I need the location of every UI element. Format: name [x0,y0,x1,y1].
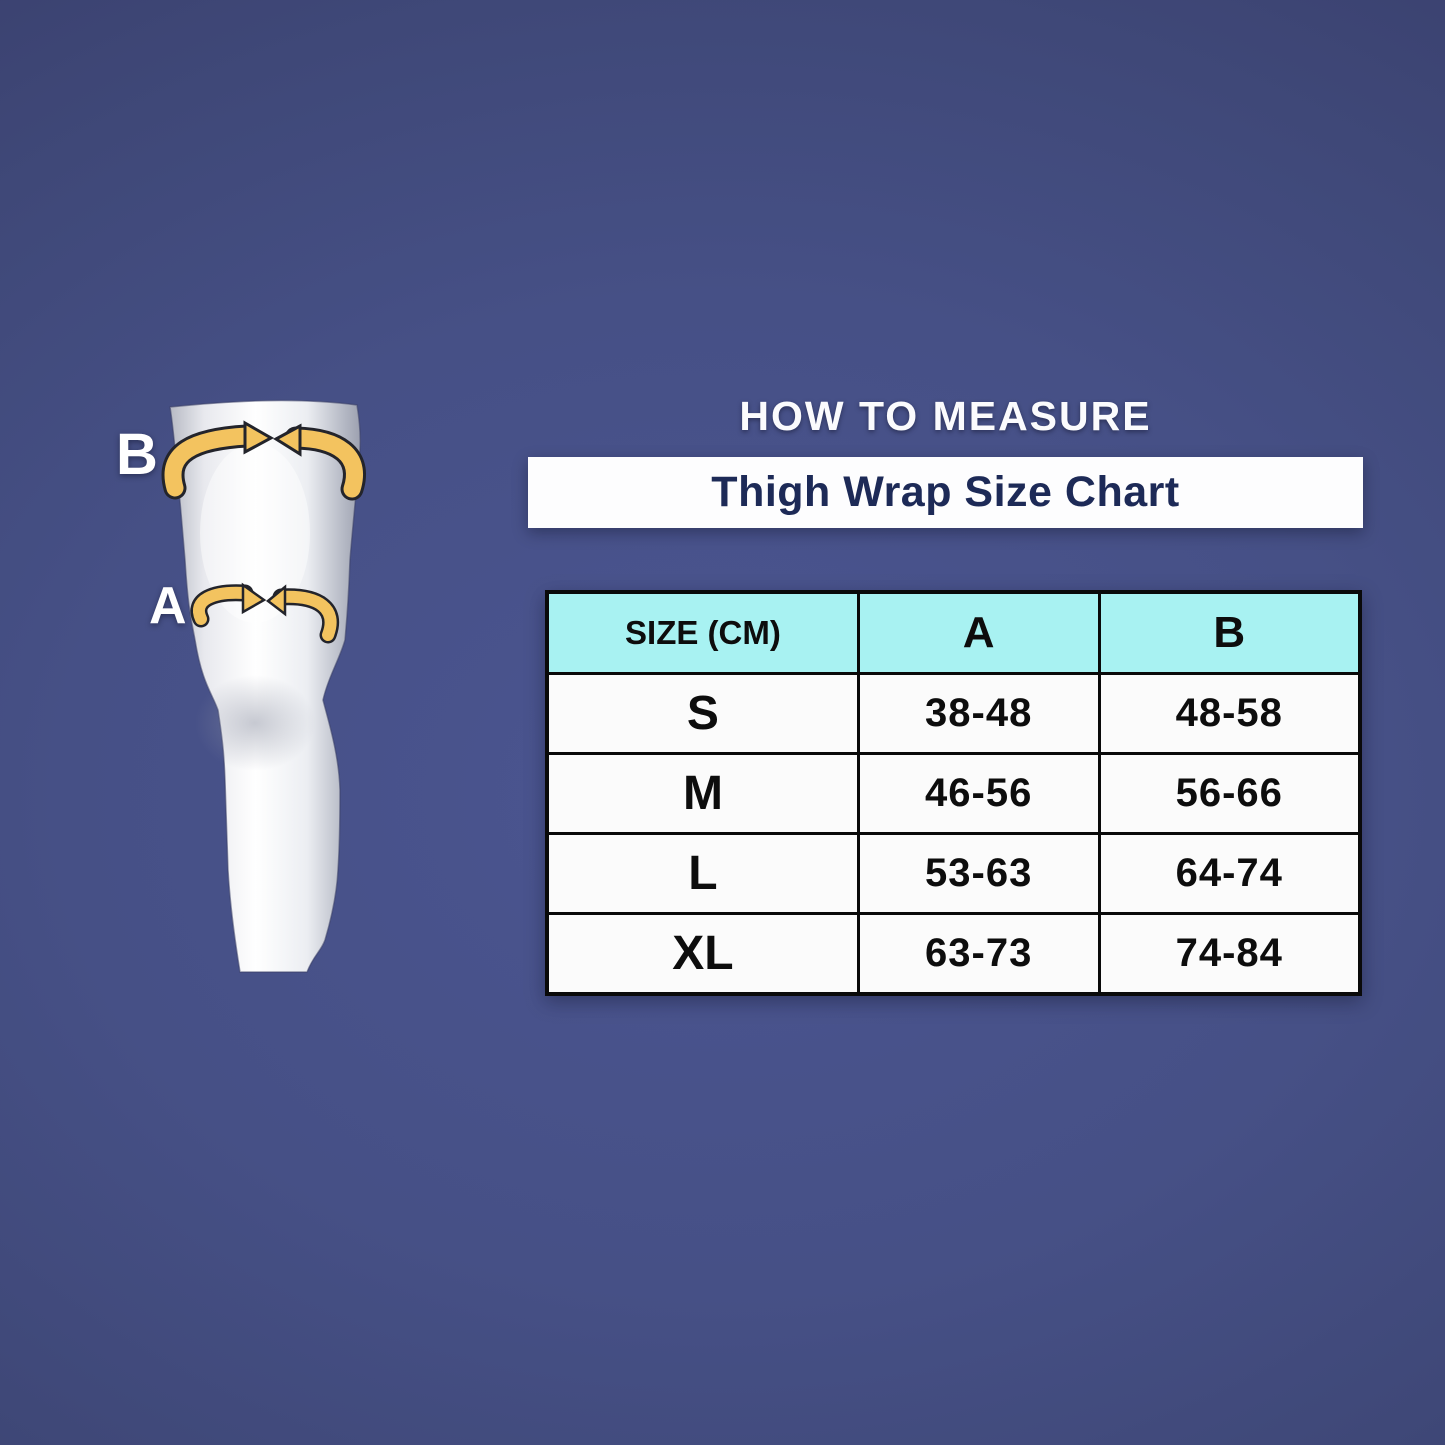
column-header-size: SIZE (CM) [545,590,860,675]
measurement-label-a: A [149,577,187,635]
chart-title-banner: Thigh Wrap Size Chart [528,457,1363,528]
measurement-label-b: B [116,422,158,487]
size-cell: M [545,752,860,835]
chart-title: Thigh Wrap Size Chart [711,468,1180,516]
b-cell: 74-84 [1097,912,1362,996]
table-row-xl: XL 63-73 74-84 [545,912,1362,996]
b-cell: 64-74 [1097,832,1362,915]
table-row-l: L 53-63 64-74 [545,832,1362,915]
a-cell: 63-73 [856,912,1101,996]
a-cell: 53-63 [856,832,1101,915]
knee-shading [195,675,315,771]
size-chart-table: SIZE (CM) A B S 38-48 48-58 M 46-56 56-6… [545,590,1362,996]
column-header-b: B [1097,590,1362,675]
a-cell: 46-56 [856,752,1101,835]
a-cell: 38-48 [856,672,1101,755]
column-header-a: A [856,590,1101,675]
measure-arrow-a-icon [190,582,340,644]
table-row-s: S 38-48 48-58 [545,672,1362,755]
measure-arrow-b-icon [161,420,366,501]
size-cell: S [545,672,860,755]
size-cell: L [545,832,860,915]
size-cell: XL [545,912,860,996]
page-title: HOW TO MEASURE [739,393,1152,439]
table-header-row: SIZE (CM) A B [545,590,1362,675]
b-cell: 56-66 [1097,752,1362,835]
b-cell: 48-58 [1097,672,1362,755]
table-row-m: M 46-56 56-66 [545,752,1362,835]
leg-illustration [161,399,366,973]
thigh-highlight [200,443,310,623]
